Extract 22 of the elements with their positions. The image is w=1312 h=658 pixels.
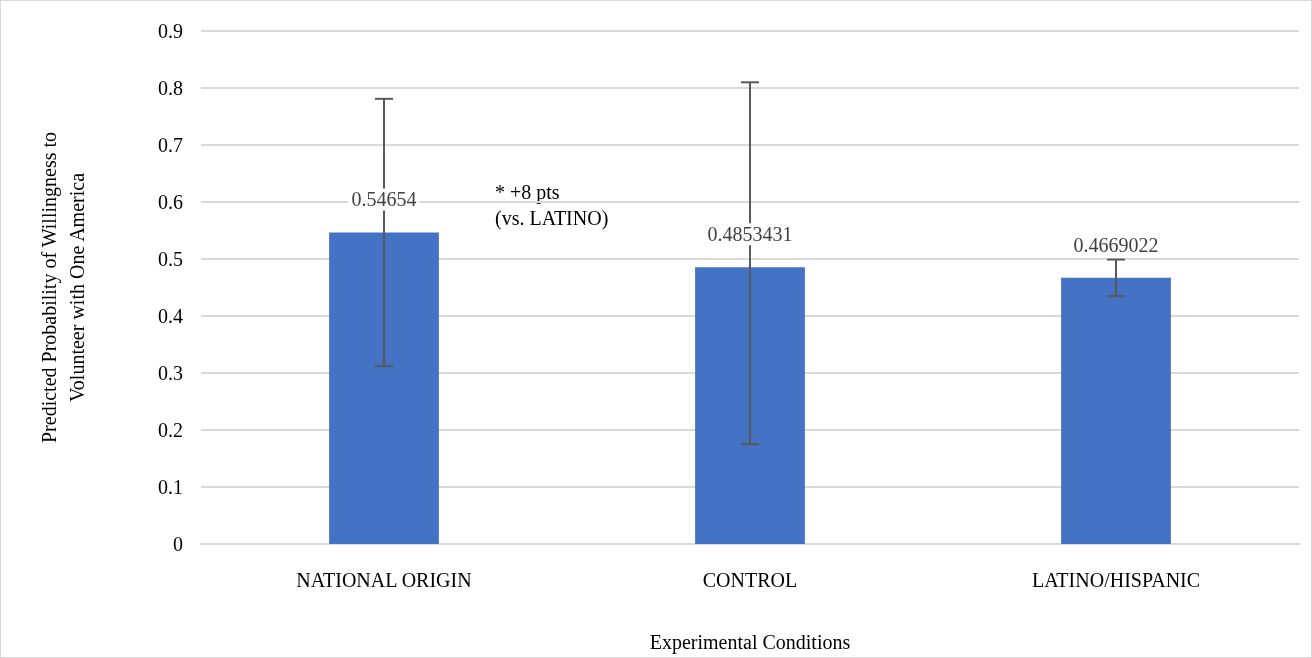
annotation: * +8 pts (vs. LATINO) <box>495 181 609 230</box>
y-tick-label: 0.8 <box>158 77 183 99</box>
x-tick-label: NATIONAL ORIGIN <box>296 569 472 591</box>
y-tick-label: 0.7 <box>158 134 183 156</box>
data-label: 0.4853431 <box>707 223 793 246</box>
bar <box>1061 277 1171 544</box>
y-tick-label: 0.1 <box>158 476 183 498</box>
y-tick-label: 0.3 <box>158 362 183 384</box>
x-tick-label: LATINO/HISPANIC <box>1031 569 1201 591</box>
y-tick-label: 0 <box>173 533 183 555</box>
data-label: 0.4669022 <box>1073 233 1159 256</box>
y-tick-label: 0.5 <box>158 248 183 270</box>
y-tick-label: 0.9 <box>158 20 183 42</box>
y-tick-label: 0.4 <box>158 305 183 327</box>
y-tick-label: 0.6 <box>158 191 183 213</box>
bar <box>329 232 439 544</box>
x-axis-title: Experimental Conditions <box>649 631 851 654</box>
y-axis-title: Predicted Probability of Willingness to Volunteer with One America <box>38 131 88 444</box>
data-label: 0.54654 <box>351 188 417 211</box>
bar <box>695 267 805 544</box>
x-tick-label: CONTROL <box>702 569 798 591</box>
y-tick-label: 0.2 <box>158 419 183 441</box>
